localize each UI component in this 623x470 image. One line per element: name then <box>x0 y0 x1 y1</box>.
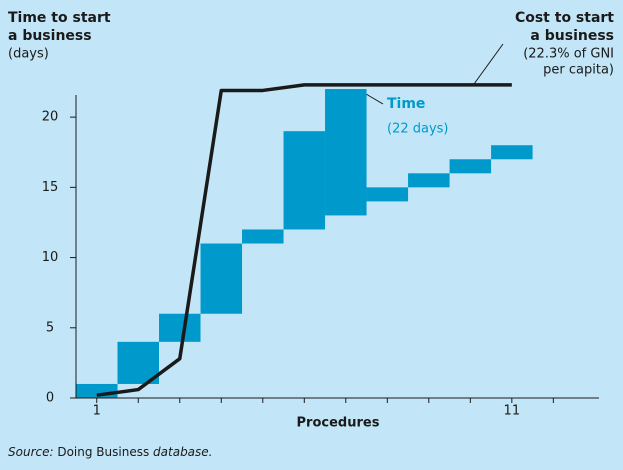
bar <box>117 341 160 384</box>
bar <box>283 131 326 230</box>
cost-title: Cost to start <box>515 10 614 26</box>
source: Source: Doing Business database. <box>8 445 212 459</box>
source-suffix: database. <box>149 445 212 459</box>
cost-note: (22.3% of GNI <box>523 47 614 62</box>
bar <box>325 89 367 216</box>
y-tick-label: 15 <box>42 180 59 195</box>
chart-title: a business <box>8 28 92 44</box>
bar <box>242 229 284 244</box>
x-tick-label: 11 <box>504 404 521 419</box>
y-tick-label: 5 <box>46 320 54 335</box>
bar <box>449 159 492 174</box>
bar <box>366 187 409 202</box>
x-tick-label: 1 <box>93 404 101 419</box>
bar <box>491 145 533 160</box>
y-tick-label: 20 <box>42 110 59 125</box>
y-tick-label: 10 <box>42 250 59 265</box>
bar <box>159 313 201 342</box>
bar <box>200 243 243 314</box>
chart-title: Time to start <box>8 10 111 26</box>
leader-line <box>365 93 384 105</box>
cost-note: per capita) <box>543 63 614 78</box>
source-prefix: Source: <box>8 445 57 459</box>
leader-line <box>473 43 504 85</box>
bar <box>408 173 450 188</box>
cost-title: a business <box>530 28 614 44</box>
time-title: Time <box>387 96 425 112</box>
cost-line <box>96 83 512 397</box>
source-emphasis: Doing Business <box>57 445 149 459</box>
bar <box>76 383 118 398</box>
y-unit: (days) <box>8 47 49 62</box>
time-note: (22 days) <box>387 122 449 137</box>
x-axis-label: Procedures <box>297 416 380 431</box>
y-tick-label: 0 <box>46 391 54 406</box>
